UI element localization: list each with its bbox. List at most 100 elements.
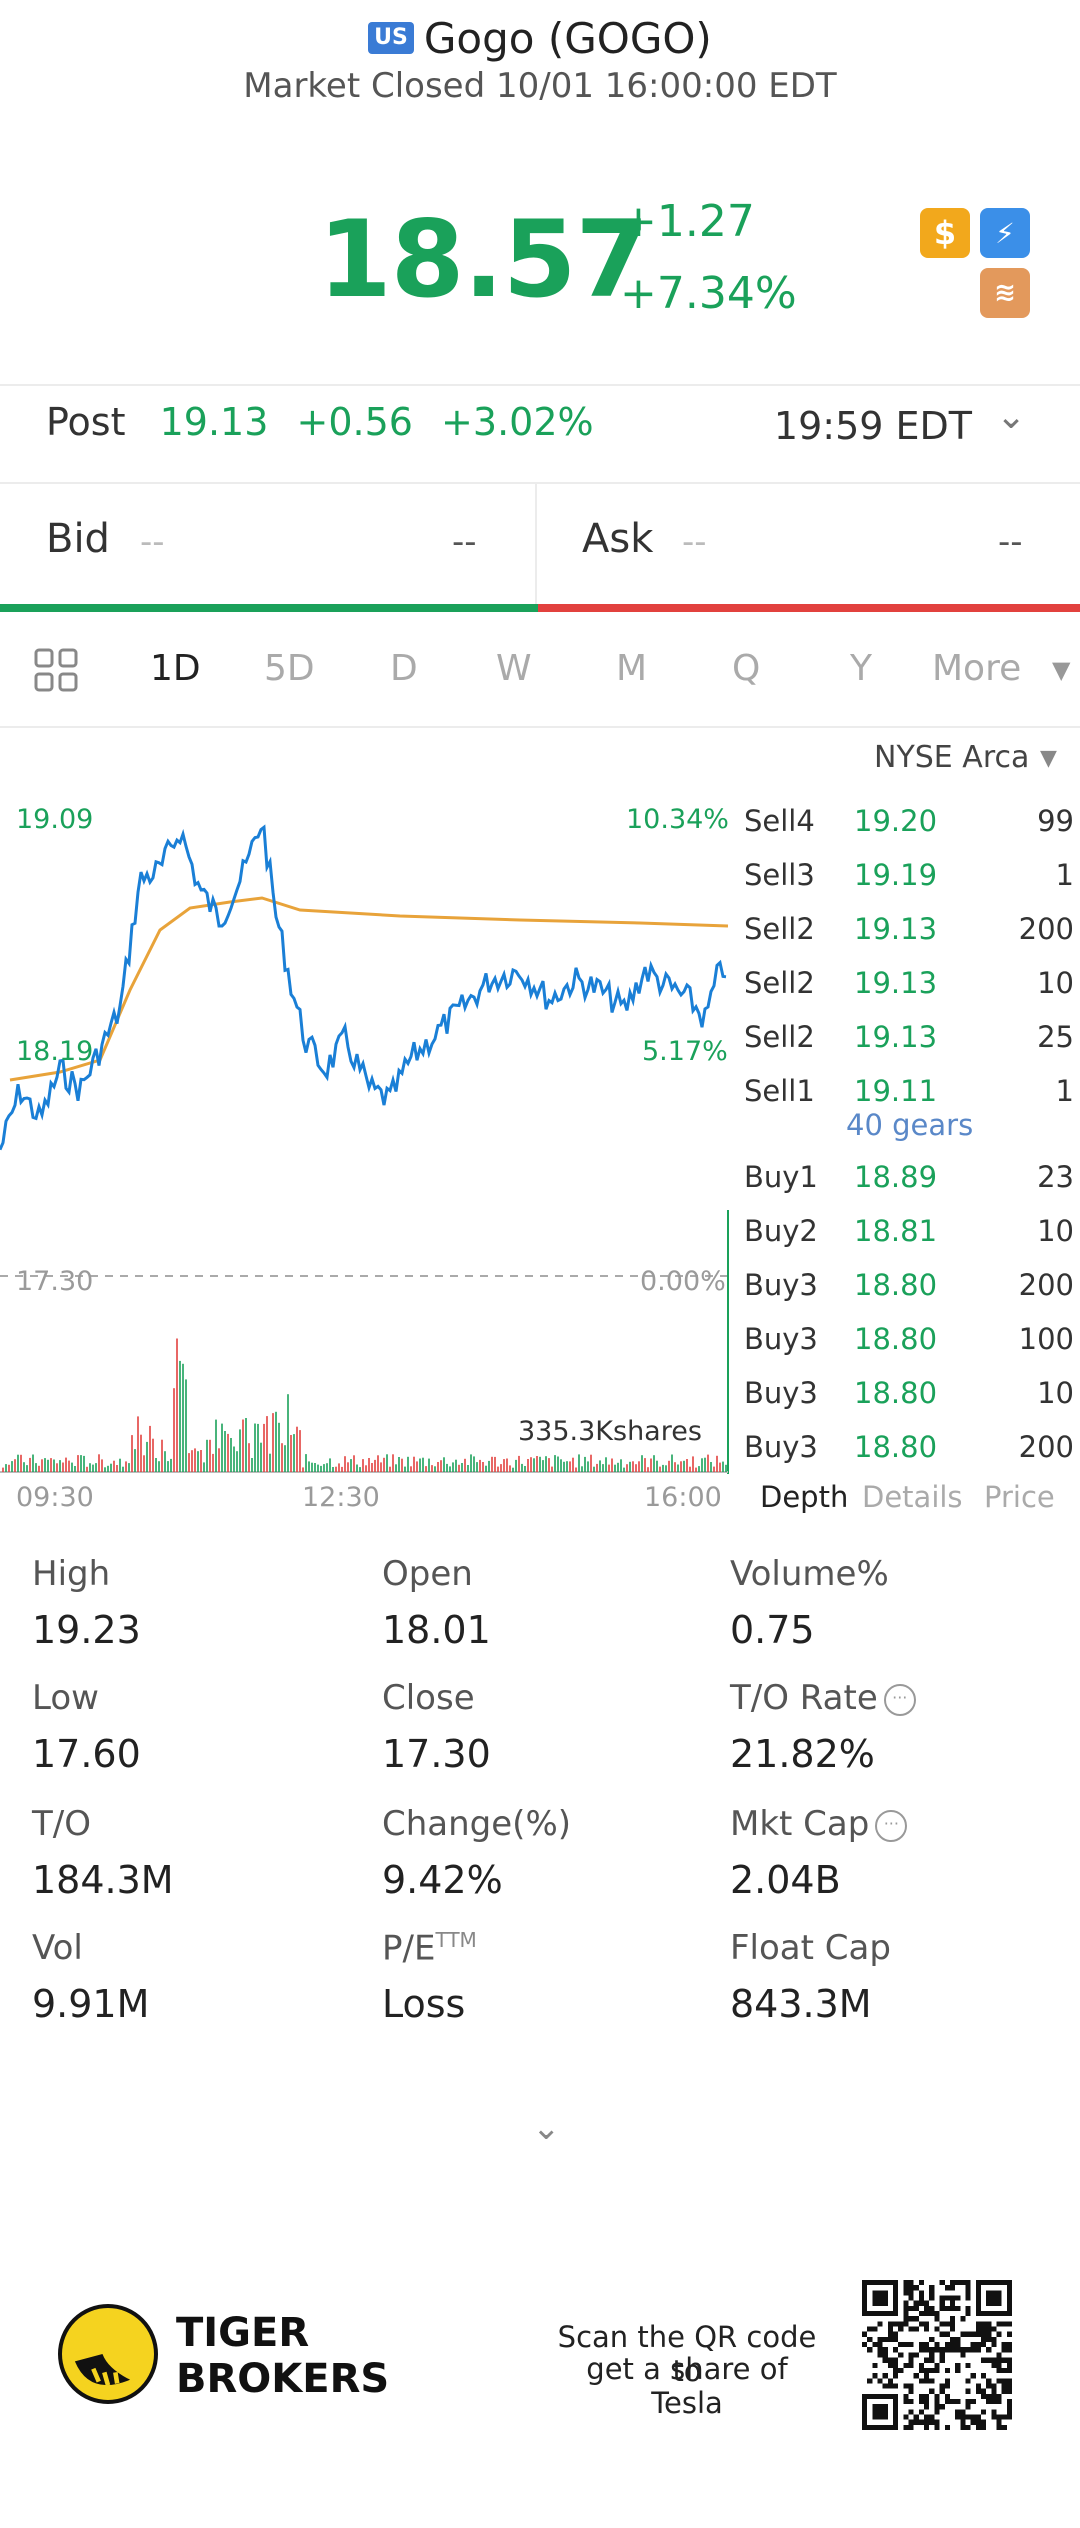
sell-level: Sell2 19.13 200 [744,912,1074,946]
qr-cell [986,2280,992,2286]
tab-depth[interactable]: Depth [760,1480,849,1514]
grid-icon[interactable] [34,648,78,692]
qr-cell [898,2367,904,2374]
qr-cell [944,2321,950,2327]
qr-cell [960,2280,966,2286]
stat-change-percent-value: 9.42% [382,1858,503,1902]
qr-cell [908,2305,914,2312]
chart-reference-percent: 0.00% [640,1266,726,1297]
volume-bar [407,1456,409,1472]
volume-bar [29,1457,31,1472]
tab-details[interactable]: Details [862,1480,963,1514]
qr-cell [872,2290,878,2296]
qr-cell [986,2398,992,2405]
qr-cell [887,2311,894,2317]
qr-cell [924,2424,930,2430]
qr-cell [918,2378,925,2384]
qr-cell [934,2347,940,2353]
qr-cell [929,2367,935,2374]
volume-bar [203,1462,205,1472]
volume-bar [98,1454,100,1472]
volume-bar [251,1458,253,1472]
qr-cell [980,2388,987,2394]
qr-cell [882,2295,888,2301]
tab-more[interactable]: More [932,648,1022,689]
chart-low-price: 18.19 [16,1036,94,1067]
qr-cell [975,2311,981,2317]
tab-1d[interactable]: 1D [150,648,201,689]
volume-bar [506,1458,508,1472]
qr-cell [862,2414,868,2420]
qr-cell [929,2352,935,2358]
qr-cell [939,2383,945,2389]
volume-bar [581,1466,583,1472]
chevron-down-icon[interactable]: ⌄ [996,396,1027,437]
tab-y[interactable]: Y [850,648,872,689]
qr-cell [903,2424,909,2430]
qr-cell [960,2414,966,2420]
volume-label: 335.3Kshares [518,1416,702,1447]
qr-cell [924,2367,930,2374]
qr-cell [908,2352,914,2358]
qr-cell [986,2378,992,2384]
tab-d[interactable]: D [390,648,418,689]
qr-cell [908,2357,914,2363]
qr-cell [1001,2321,1007,2327]
qr-cell [913,2419,919,2425]
tab-price[interactable]: Price [984,1480,1055,1514]
volume-bar [416,1461,418,1472]
layers-icon[interactable]: ≋ [980,268,1030,318]
volume-bar [26,1465,28,1472]
qr-cell [986,2295,992,2301]
qr-cell [980,2409,987,2415]
tab-w[interactable]: W [496,648,532,689]
qr-cell [887,2331,894,2337]
qr-cell [924,2404,930,2410]
qr-caption-line1: Scan the QR code to [557,2320,817,2388]
qr-cell [893,2357,899,2363]
tab-m[interactable]: M [616,648,648,689]
qr-cell [991,2357,997,2363]
volume-bar [119,1458,121,1472]
qr-cell [893,2424,899,2430]
volume-bar [329,1458,331,1472]
qr-cell [949,2398,956,2405]
post-market-row[interactable]: Post 19.13 +0.56 +3.02% [46,400,594,444]
chevron-down-icon[interactable]: ⌄ [532,2108,561,2148]
more-info-icon[interactable]: ··· [875,1809,908,1842]
qr-cell [939,2347,945,2353]
stat-vol-value: 9.91M [32,1982,150,2026]
qr-cell [887,2378,894,2384]
intraday-chart[interactable] [0,790,730,1480]
volume-bar [602,1464,604,1472]
gears-toggle[interactable]: 40 gears [846,1108,974,1142]
dollar-icon[interactable]: $ [920,208,970,258]
qr-cell [893,2321,899,2327]
volume-bar [356,1464,358,1472]
qr-cell [996,2311,1002,2317]
qr-cell [872,2404,878,2410]
caret-down-icon[interactable]: ▼ [1040,746,1057,771]
qr-cell [893,2285,899,2291]
volume-bar [410,1466,412,1472]
qr-cell [975,2280,981,2286]
exchange-selector[interactable]: NYSE Arca [874,740,1030,775]
qr-cell [924,2326,930,2332]
flash-icon[interactable]: ⚡ [980,208,1030,258]
qr-cell [893,2373,899,2379]
qr-cell [929,2419,935,2425]
qr-cell [924,2414,930,2420]
qr-cell [996,2331,1002,2337]
caret-down-icon[interactable]: ▼ [1052,656,1071,684]
tab-q[interactable]: Q [732,648,761,689]
volume-bar [125,1461,127,1472]
volume-bar [152,1438,154,1472]
volume-bar [272,1413,274,1472]
volume-bar [191,1450,193,1472]
qr-cell [1006,2311,1012,2317]
qr-cell [975,2326,981,2332]
more-info-icon[interactable]: ··· [883,1683,916,1716]
volume-bar [479,1459,481,1472]
tab-5d[interactable]: 5D [264,648,315,689]
qr-cell [955,2280,961,2286]
